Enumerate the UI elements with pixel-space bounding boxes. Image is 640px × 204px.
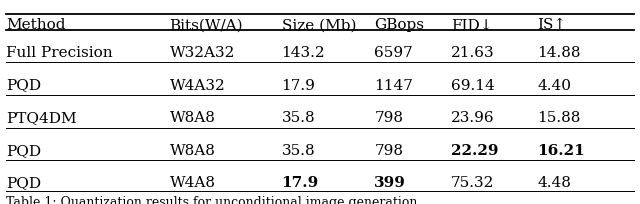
Text: 4.40: 4.40 [538, 79, 572, 93]
Text: Table 1: Quantization results for unconditional image generation: Table 1: Quantization results for uncond… [6, 196, 418, 204]
Text: W4A32: W4A32 [170, 79, 225, 93]
Text: 16.21: 16.21 [538, 144, 586, 158]
Text: GBops: GBops [374, 18, 424, 32]
Text: 14.88: 14.88 [538, 46, 581, 60]
Text: 798: 798 [374, 144, 403, 158]
Text: 15.88: 15.88 [538, 111, 581, 125]
Text: 6597: 6597 [374, 46, 413, 60]
Text: 17.9: 17.9 [282, 176, 319, 191]
Text: W8A8: W8A8 [170, 111, 216, 125]
Text: Size (Mb): Size (Mb) [282, 18, 356, 32]
Text: Full Precision: Full Precision [6, 46, 113, 60]
Text: 798: 798 [374, 111, 403, 125]
Text: 143.2: 143.2 [282, 46, 325, 60]
Text: PTQ4DM: PTQ4DM [6, 111, 77, 125]
Text: FID↓: FID↓ [451, 18, 493, 32]
Text: 75.32: 75.32 [451, 176, 495, 191]
Text: Bits(W/A): Bits(W/A) [170, 18, 243, 32]
Text: PQD: PQD [6, 176, 42, 191]
Text: 35.8: 35.8 [282, 111, 316, 125]
Text: 17.9: 17.9 [282, 79, 316, 93]
Text: 399: 399 [374, 176, 406, 191]
Text: 35.8: 35.8 [282, 144, 316, 158]
Text: Method: Method [6, 18, 66, 32]
Text: PQD: PQD [6, 144, 42, 158]
Text: 1147: 1147 [374, 79, 413, 93]
Text: 21.63: 21.63 [451, 46, 495, 60]
Text: 4.48: 4.48 [538, 176, 572, 191]
Text: W8A8: W8A8 [170, 144, 216, 158]
Text: W32A32: W32A32 [170, 46, 235, 60]
Text: IS↑: IS↑ [538, 18, 567, 32]
Text: 22.29: 22.29 [451, 144, 499, 158]
Text: 69.14: 69.14 [451, 79, 495, 93]
Text: W4A8: W4A8 [170, 176, 216, 191]
Text: 23.96: 23.96 [451, 111, 495, 125]
Text: PQD: PQD [6, 79, 42, 93]
